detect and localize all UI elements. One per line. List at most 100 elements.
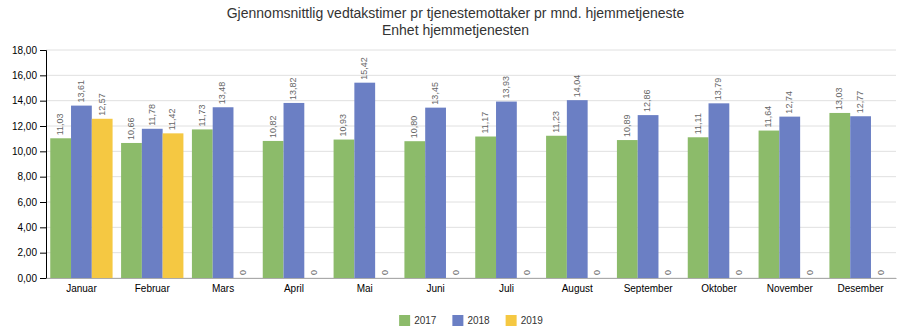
- y-tick-label: 14,00: [12, 95, 37, 106]
- x-tick-label: Mars: [212, 283, 234, 294]
- data-label: 11,42: [167, 108, 177, 130]
- bar: [92, 119, 113, 278]
- bar: [871, 278, 892, 279]
- bar: [759, 131, 780, 278]
- bar: [638, 115, 659, 278]
- y-tick: 4,00: [18, 222, 46, 233]
- y-tick-label: 2,00: [18, 247, 38, 258]
- data-label: 0: [592, 270, 602, 275]
- bar: [517, 278, 538, 279]
- y-tick: 0,00: [18, 273, 46, 284]
- x-tick-label: August: [562, 283, 593, 294]
- data-label: 0: [451, 270, 461, 275]
- legend-item: 2017: [399, 315, 437, 326]
- bar: [800, 278, 821, 279]
- bar: [829, 113, 850, 278]
- x-tick-label: Oktober: [701, 283, 737, 294]
- bar: [617, 140, 638, 278]
- legend-label: 2017: [414, 315, 437, 326]
- data-label: 15,42: [359, 57, 369, 80]
- x-tick: Mai: [357, 283, 373, 294]
- x-tick-label: Februar: [135, 283, 171, 294]
- y-tick-label: 16,00: [12, 70, 37, 81]
- bar: [121, 143, 142, 278]
- x-tick-label: Januar: [66, 283, 97, 294]
- bar: [192, 129, 213, 278]
- data-label: 11,73: [197, 105, 207, 127]
- bar: [709, 103, 730, 278]
- legend: 2017 2018 2019: [399, 315, 543, 326]
- bar: [334, 140, 355, 278]
- data-label: 13,45: [430, 82, 440, 105]
- data-label: 0: [522, 270, 532, 275]
- y-tick-mark: [40, 151, 46, 152]
- data-label: 11,11: [693, 113, 703, 134]
- x-tick: Desember: [838, 283, 885, 294]
- data-label: 0: [734, 270, 744, 275]
- data-label: 13,79: [713, 78, 723, 101]
- y-tick-mark: [40, 278, 46, 279]
- data-label: 10,89: [622, 115, 632, 138]
- y-tick-mark: [40, 177, 46, 178]
- y-tick-mark: [40, 101, 46, 102]
- bar: [50, 138, 71, 278]
- y-tick-label: 18,00: [12, 45, 37, 56]
- data-label: 10,80: [409, 116, 419, 139]
- y-tick-label: 8,00: [18, 171, 38, 182]
- y-tick-mark: [40, 75, 46, 76]
- x-tick-label: Juni: [426, 283, 444, 294]
- bars: [50, 83, 871, 278]
- legend-label: 2019: [521, 315, 544, 326]
- bar: [446, 278, 467, 279]
- x-tick: August: [562, 283, 593, 294]
- grid-line: [46, 100, 896, 101]
- y-tick: 14,00: [12, 95, 46, 106]
- legend-item: 2018: [452, 315, 490, 326]
- data-label: 0: [238, 270, 248, 275]
- bar: [779, 117, 800, 278]
- grid-line: [46, 75, 896, 76]
- grid: [46, 50, 896, 278]
- data-label: 10,66: [126, 117, 136, 140]
- data-label: 14,04: [572, 75, 582, 98]
- y-tick-label: 10,00: [12, 146, 37, 157]
- title-line: Enhet hjemmetjenesten: [382, 22, 529, 38]
- data-label: 13,03: [834, 87, 844, 110]
- y-tick: 2,00: [18, 247, 46, 258]
- y-tick: 10,00: [12, 146, 46, 157]
- x-tick-label: September: [624, 283, 674, 294]
- chart: Gjennomsnittlig vedtakstimer pr tjeneste…: [0, 0, 911, 332]
- y-tick: 16,00: [12, 70, 46, 81]
- data-label: 0: [309, 270, 319, 275]
- data-label: 12,74: [784, 91, 794, 114]
- bar: [567, 100, 588, 278]
- data-label: 13,61: [76, 80, 86, 103]
- bar: [425, 108, 446, 278]
- data-label: 10,93: [338, 114, 348, 137]
- bar: [213, 107, 234, 278]
- data-label: 12,57: [97, 93, 107, 116]
- data-label: 0: [380, 270, 390, 275]
- x-tick-label: Desember: [838, 283, 885, 294]
- legend-swatch: [506, 315, 517, 326]
- data-label: 11,78: [147, 104, 157, 126]
- y-tick-mark: [40, 50, 46, 51]
- data-label: 0: [876, 270, 886, 275]
- y-tick-mark: [40, 227, 46, 228]
- series: [71, 83, 871, 278]
- bar: [729, 278, 750, 279]
- bar: [404, 141, 425, 278]
- y-axis-line: [40, 51, 47, 279]
- x-tick-label: November: [767, 283, 814, 294]
- data-label: 11,17: [480, 112, 490, 134]
- bar: [850, 116, 871, 278]
- y-tick: 18,00: [12, 45, 46, 56]
- y-axis: 0,002,004,006,008,0010,0012,0014,0016,00…: [12, 45, 47, 284]
- x-tick: September: [624, 283, 674, 294]
- x-tick-label: Juli: [499, 283, 514, 294]
- data-label: 0: [663, 270, 673, 275]
- bar: [142, 129, 163, 278]
- plot: 0,002,004,006,008,0010,0012,0014,0016,00…: [12, 45, 897, 294]
- x-tick: Juni: [426, 283, 444, 294]
- data-label: 11,23: [551, 111, 561, 133]
